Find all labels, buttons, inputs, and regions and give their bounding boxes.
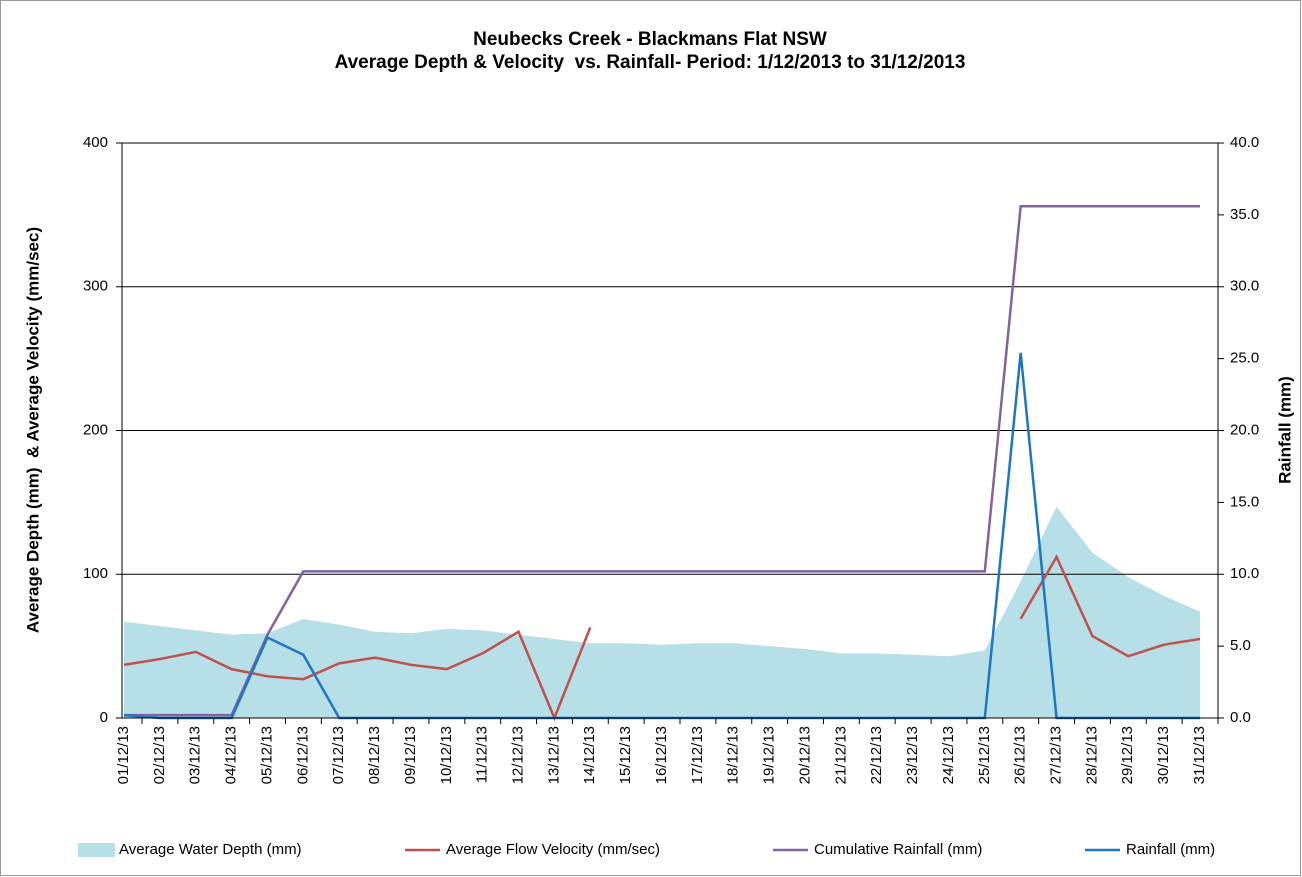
x-tick-label: 17/12/13 [689,726,706,784]
chart-subtitle: Average Depth & Velocity vs. Rainfall- P… [335,52,966,73]
y2-tick-label: 40.0 [1230,134,1259,151]
x-tick-label: 24/12/13 [940,726,957,784]
x-tick-label: 01/12/13 [115,726,132,784]
y2-tick-label: 5.0 [1230,637,1251,654]
y2-tick-label: 15.0 [1230,493,1259,510]
x-tick-label: 28/12/13 [1083,726,1100,784]
y2-tick-label: 25.0 [1230,350,1259,367]
x-tick-label: 18/12/13 [725,726,742,784]
x-tick-label: 14/12/13 [581,726,598,784]
y2-tick-label: 30.0 [1230,278,1259,295]
series-line [124,205,1200,717]
legend-swatch [78,843,115,857]
x-tick-label: 13/12/13 [545,726,562,784]
x-tick-label: 12/12/13 [510,726,527,784]
chart-title: Neubecks Creek - Blackmans Flat NSW [473,29,827,50]
x-tick-label: 30/12/13 [1155,726,1172,784]
legend-label: Average Water Depth (mm) [119,841,302,858]
y-tick-label: 100 [83,565,108,582]
legend-label: Rainfall (mm) [1126,841,1215,858]
y-tick-label: 300 [83,278,108,295]
y2-axis-title: Rainfall (mm) [1275,376,1294,484]
x-tick-label: 25/12/13 [976,726,993,784]
y-tick-label: 400 [83,134,108,151]
y2-tick-label: 20.0 [1230,421,1259,438]
x-tick-label: 02/12/13 [151,726,168,784]
x-tick-label: 31/12/13 [1191,726,1208,784]
x-tick-label: 06/12/13 [294,726,311,784]
x-tick-label: 26/12/13 [1012,726,1029,784]
x-tick-label: 05/12/13 [258,726,275,784]
y-axis-title: Average Depth (mm) & Average Velocity (m… [23,227,42,633]
depth-area [124,506,1200,718]
x-tick-label: 23/12/13 [904,726,921,784]
x-tick-label: 21/12/13 [832,726,849,784]
y2-tick-label: 0.0 [1230,709,1251,726]
y2-tick-label: 10.0 [1230,565,1259,582]
x-tick-label: 22/12/13 [868,726,885,784]
x-tick-label: 29/12/13 [1119,726,1136,784]
x-tick-label: 07/12/13 [330,726,347,784]
y2-tick-label: 35.0 [1230,206,1259,223]
x-tick-label: 27/12/13 [1048,726,1065,784]
x-tick-label: 11/12/13 [474,726,491,783]
legend-label: Cumulative Rainfall (mm) [814,841,982,858]
x-tick-label: 20/12/13 [796,726,813,784]
x-tick-label: 09/12/13 [402,726,419,784]
legend-label: Average Flow Velocity (mm/sec) [446,841,660,858]
x-tick-label: 08/12/13 [366,726,383,784]
y-tick-label: 0 [100,709,108,726]
x-tick-label: 15/12/13 [617,726,634,784]
x-tick-label: 04/12/13 [223,726,240,784]
y-tick-label: 200 [83,421,108,438]
series-line [123,554,1201,722]
x-tick-label: 03/12/13 [187,726,204,784]
x-tick-label: 10/12/13 [438,726,455,784]
x-tick-label: 19/12/13 [761,726,778,784]
x-tick-label: 16/12/13 [653,726,670,784]
